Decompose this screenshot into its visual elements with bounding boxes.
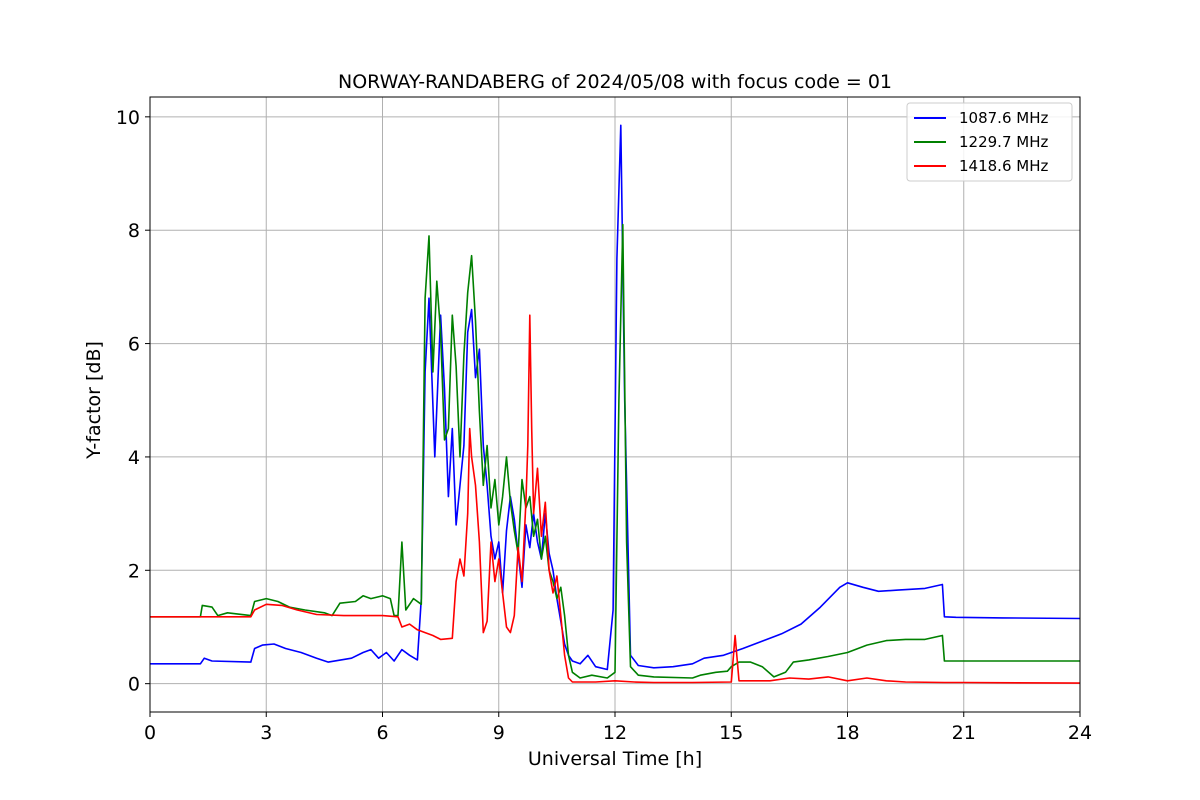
y-tick-label: 0 xyxy=(128,674,140,696)
y-tick-label: 8 xyxy=(128,220,140,242)
x-tick-label: 9 xyxy=(493,722,505,744)
x-tick-label: 0 xyxy=(144,722,156,744)
series-line-2 xyxy=(150,223,1080,679)
x-tick-label: 12 xyxy=(603,722,627,744)
legend-box xyxy=(906,102,1073,182)
x-tick-label: 3 xyxy=(260,722,272,744)
legend: 1087.6 MHz 1229.7 MHz 1418.6 MHz xyxy=(906,102,1073,182)
x-tick-label: 6 xyxy=(376,722,388,744)
x-tick-label: 24 xyxy=(1068,722,1092,744)
legend-label: 1418.6 MHz xyxy=(959,157,1048,175)
chart-title: NORWAY-RANDABERG of 2024/05/08 with focu… xyxy=(338,71,892,93)
series-line-3 xyxy=(150,314,1080,684)
legend-label: 1229.7 MHz xyxy=(959,133,1048,151)
x-axis-title: Universal Time [h] xyxy=(528,748,702,770)
y-tick-label: 2 xyxy=(128,560,140,582)
y-tick-label: 4 xyxy=(128,447,140,469)
y-tick-label: 6 xyxy=(128,334,140,356)
plot-area xyxy=(150,124,1080,684)
y-axis-title: Y-factor [dB] xyxy=(83,341,105,460)
y-axis: 0 2 4 6 8 10 xyxy=(116,107,150,696)
x-tick-label: 15 xyxy=(719,722,743,744)
x-axis: 0 3 6 9 12 15 18 21 24 xyxy=(144,712,1092,744)
x-tick-label: 18 xyxy=(835,722,859,744)
x-tick-label: 21 xyxy=(952,722,976,744)
y-tick-label: 10 xyxy=(116,107,140,129)
legend-label: 1087.6 MHz xyxy=(959,109,1048,127)
